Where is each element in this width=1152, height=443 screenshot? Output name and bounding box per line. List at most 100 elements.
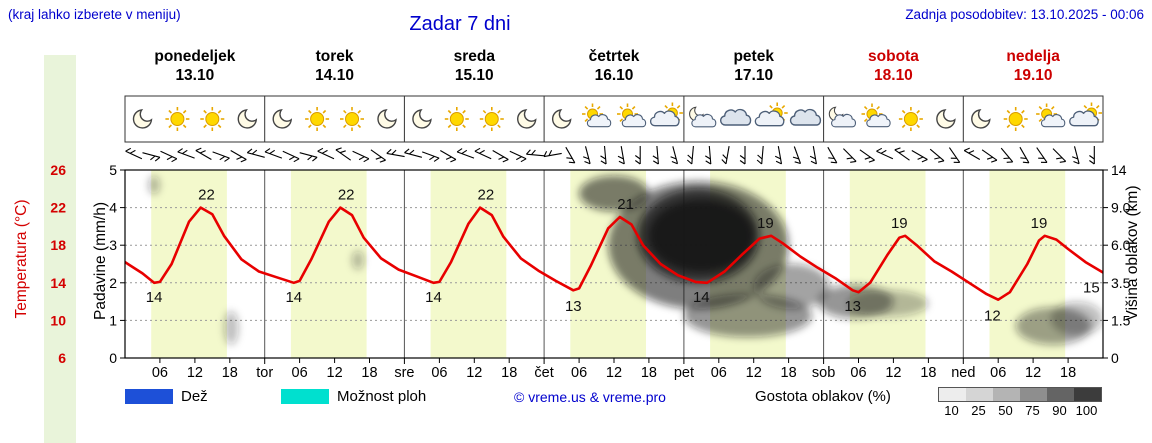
wind-barb bbox=[1052, 148, 1067, 163]
cloud-icon bbox=[719, 108, 752, 126]
weather-icon bbox=[689, 106, 717, 128]
cloud-scale-cell bbox=[1074, 388, 1101, 401]
hour-tick-label: 06 bbox=[990, 365, 1006, 381]
weather-icon bbox=[1003, 107, 1028, 131]
weather-icon bbox=[828, 106, 857, 128]
wind-barb bbox=[386, 148, 405, 158]
weather-icon bbox=[444, 107, 469, 131]
cloud-height-tick-label: 9.0 bbox=[1111, 200, 1131, 216]
temp-tick-label: 6 bbox=[58, 350, 66, 366]
cloud-scale-cell bbox=[993, 388, 1020, 401]
wind-barb bbox=[652, 145, 659, 165]
precip-tick-label: 1 bbox=[109, 312, 117, 328]
hour-tick-label: 18 bbox=[781, 365, 797, 381]
rain-legend-swatch bbox=[125, 389, 173, 404]
weather-icon bbox=[412, 109, 432, 129]
precip-tick-label: 2 bbox=[109, 275, 117, 291]
cloud-scale-value: 90 bbox=[1052, 403, 1067, 418]
cloud-density-scale bbox=[938, 387, 1102, 402]
temp-tick-label: 14 bbox=[50, 275, 66, 291]
day-abbr-label: ned bbox=[951, 365, 975, 381]
precip-tick-label: 3 bbox=[109, 237, 117, 253]
weather-icon bbox=[898, 107, 923, 131]
wind-barb bbox=[809, 146, 817, 165]
hour-tick-label: 12 bbox=[327, 365, 343, 381]
wind-barb bbox=[509, 150, 527, 163]
cloud-icon bbox=[1040, 114, 1066, 128]
sun-icon bbox=[444, 107, 469, 131]
cloud-scale-cell bbox=[966, 388, 993, 401]
cloud-height-tick-label: 6.0 bbox=[1111, 237, 1131, 253]
temperature-curve bbox=[125, 206, 1103, 301]
weather-icon bbox=[517, 109, 537, 129]
wind-barb bbox=[981, 149, 998, 163]
wind-barb bbox=[404, 148, 423, 158]
wind-barb bbox=[686, 145, 694, 165]
day-name-7: nedelja bbox=[1006, 48, 1060, 65]
cloud-icon bbox=[831, 113, 857, 128]
day-date-2: 14.10 bbox=[315, 67, 354, 84]
day-date-6: 18.10 bbox=[874, 67, 913, 84]
temp-point-label: 22 bbox=[338, 187, 355, 204]
temp-point-label: 14 bbox=[285, 289, 302, 306]
moon-icon bbox=[971, 109, 991, 129]
moon-icon bbox=[936, 109, 956, 129]
weather-icon bbox=[971, 109, 991, 129]
wind-barb bbox=[634, 146, 641, 165]
wind-barb bbox=[525, 149, 545, 157]
wind-barb bbox=[195, 147, 212, 160]
wind-barb bbox=[721, 146, 730, 165]
page-title: Zadar 7 dni bbox=[409, 13, 511, 35]
hour-tick-label: 18 bbox=[361, 365, 377, 381]
temp-point-label: 14 bbox=[146, 289, 163, 306]
weather-icon bbox=[861, 103, 891, 128]
wind-barb bbox=[1019, 146, 1030, 164]
wind-barb bbox=[474, 147, 492, 160]
cloud-scale-value: 100 bbox=[1075, 403, 1098, 418]
moon-icon bbox=[272, 109, 293, 129]
showers-legend-swatch bbox=[281, 389, 329, 404]
wind-barb bbox=[492, 150, 509, 163]
weather-icon bbox=[582, 103, 612, 128]
weather-icon bbox=[1036, 103, 1066, 128]
cloud-icon bbox=[621, 114, 647, 128]
wind-barb bbox=[617, 146, 625, 165]
precip-tick-label: 0 bbox=[109, 350, 117, 366]
hour-tick-label: 06 bbox=[711, 365, 727, 381]
weather-icon bbox=[1069, 102, 1102, 127]
day-name-1: ponedeljek bbox=[154, 48, 236, 65]
wind-barb bbox=[177, 148, 195, 159]
daylight-band bbox=[849, 170, 926, 358]
hour-tick-label: 18 bbox=[1060, 365, 1076, 381]
left-strip bbox=[44, 55, 76, 443]
day-name-5: petek bbox=[733, 48, 774, 65]
credit-link[interactable]: © vreme.us & vreme.pro bbox=[514, 389, 666, 405]
hour-tick-label: 06 bbox=[850, 365, 866, 381]
wind-barb bbox=[125, 147, 143, 160]
temp-point-label: 14 bbox=[425, 289, 442, 306]
day-name-3: sreda bbox=[453, 48, 495, 65]
day-date-4: 16.10 bbox=[594, 67, 634, 84]
hour-tick-label: 12 bbox=[1025, 365, 1041, 381]
cloud-icon bbox=[649, 110, 680, 127]
temp-point-label: 22 bbox=[478, 187, 495, 204]
showers-legend-label: Možnost ploh bbox=[337, 388, 427, 405]
wind-barb bbox=[543, 150, 562, 158]
weather-icon bbox=[719, 108, 752, 126]
wind-barb bbox=[911, 150, 928, 163]
day-name-2: torek bbox=[315, 48, 354, 65]
cloud-height-tick-label: 1.5 bbox=[1111, 312, 1131, 328]
temp-point-label: 13 bbox=[844, 298, 861, 315]
temp-point-label: 13 bbox=[565, 298, 582, 315]
wind-barb bbox=[456, 148, 475, 159]
wind-barb bbox=[142, 152, 161, 162]
sun-icon bbox=[1003, 107, 1028, 131]
sun-icon bbox=[340, 107, 364, 131]
weather-icon bbox=[649, 102, 683, 127]
wind-barb bbox=[370, 149, 386, 163]
cloud-scale-cell bbox=[1020, 388, 1047, 401]
precip-tick-label: 4 bbox=[109, 200, 117, 216]
weather-icon bbox=[272, 109, 293, 129]
wind-barb bbox=[1089, 146, 1095, 165]
